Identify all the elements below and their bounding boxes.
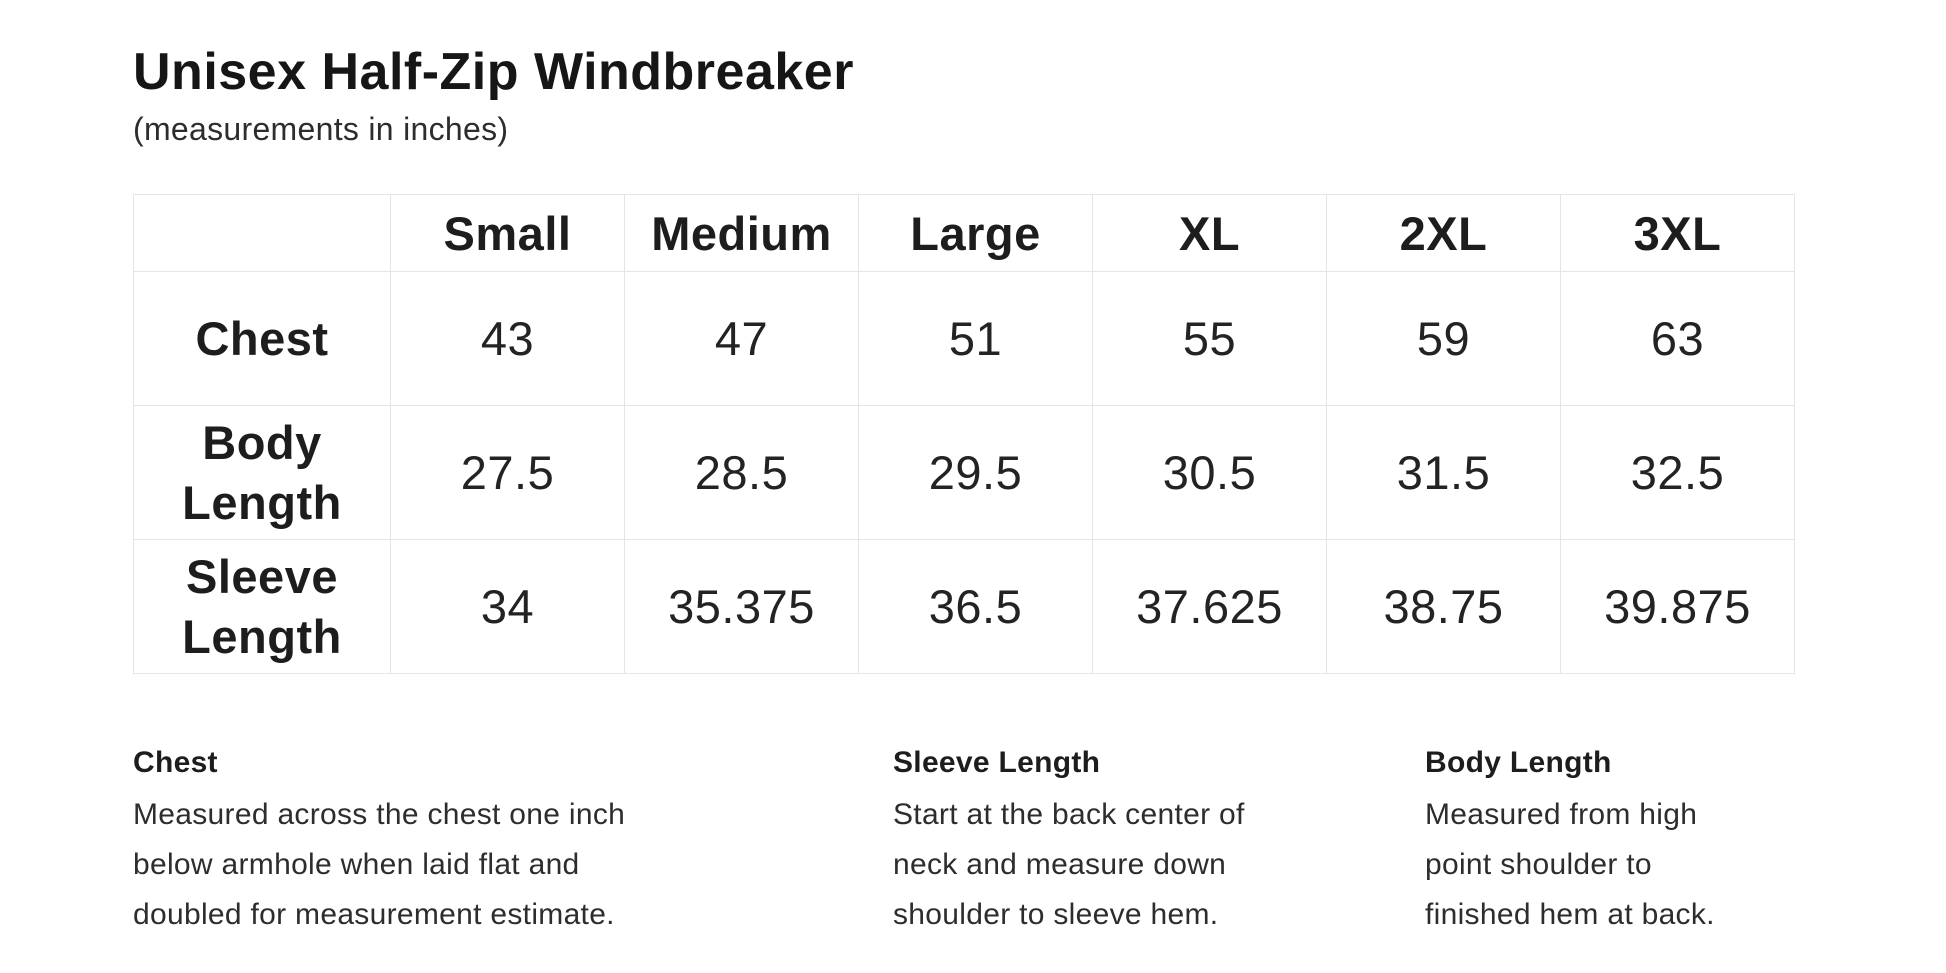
measurement-notes: Chest Measured across the chest one inch… (133, 744, 1946, 940)
cell-sleeve-length-3xl: 39.875 (1560, 539, 1795, 674)
column-header-large: Large (858, 194, 1093, 272)
size-guide-page: Unisex Half-Zip Windbreaker (measurement… (133, 43, 1946, 940)
cell-body-length-3xl: 32.5 (1560, 405, 1795, 540)
column-header-xl: XL (1092, 194, 1327, 272)
cell-sleeve-length-medium: 35.375 (624, 539, 859, 674)
note-chest: Chest Measured across the chest one inch… (133, 744, 813, 940)
cell-chest-medium: 47 (624, 271, 859, 406)
note-body-length-heading: Body Length (1425, 746, 1612, 779)
row-label-chest: Chest (133, 271, 391, 406)
column-header-medium: Medium (624, 194, 859, 272)
table-row-sleeve-length: Sleeve Length 34 35.375 36.5 37.625 38.7… (133, 539, 1795, 674)
cell-chest-2xl: 59 (1326, 271, 1561, 406)
cell-chest-xl: 55 (1092, 271, 1327, 406)
note-chest-text: Measured across the chest one inch below… (133, 798, 626, 931)
cell-sleeve-length-2xl: 38.75 (1326, 539, 1561, 674)
cell-body-length-medium: 28.5 (624, 405, 859, 540)
cell-chest-3xl: 63 (1560, 271, 1795, 406)
cell-body-length-2xl: 31.5 (1326, 405, 1561, 540)
cell-body-length-xl: 30.5 (1092, 405, 1327, 540)
cell-chest-large: 51 (858, 271, 1093, 406)
page-subtitle: (measurements in inches) (133, 111, 509, 147)
page-title: Unisex Half-Zip Windbreaker (133, 43, 854, 101)
cell-body-length-large: 29.5 (858, 405, 1093, 540)
corner-cell (133, 194, 391, 272)
cell-sleeve-length-large: 36.5 (858, 539, 1093, 674)
cell-body-length-small: 27.5 (390, 405, 625, 540)
column-header-2xl: 2XL (1326, 194, 1561, 272)
column-header-small: Small (390, 194, 625, 272)
cell-sleeve-length-small: 34 (390, 539, 625, 674)
note-sleeve-length-heading: Sleeve Length (893, 746, 1101, 779)
note-sleeve-length: Sleeve Length Start at the back center o… (893, 744, 1353, 940)
cell-sleeve-length-xl: 37.625 (1092, 539, 1327, 674)
size-chart-table: Small Medium Large XL 2XL 3XL Chest 43 4… (133, 194, 1795, 674)
note-sleeve-length-text: Start at the back center of neck and mea… (893, 798, 1245, 931)
note-chest-heading: Chest (133, 746, 218, 779)
row-label-body-length: Body Length (133, 405, 391, 540)
table-header-row: Small Medium Large XL 2XL 3XL (133, 194, 1795, 272)
table-row-body-length: Body Length 27.5 28.5 29.5 30.5 31.5 32.… (133, 405, 1795, 540)
note-body-length-text: Measured from high point shoulder to fin… (1425, 798, 1715, 931)
column-header-3xl: 3XL (1560, 194, 1795, 272)
table-row-chest: Chest 43 47 51 55 59 63 (133, 271, 1795, 406)
note-body-length: Body Length Measured from high point sho… (1425, 744, 1865, 940)
row-label-sleeve-length: Sleeve Length (133, 539, 391, 674)
cell-chest-small: 43 (390, 271, 625, 406)
